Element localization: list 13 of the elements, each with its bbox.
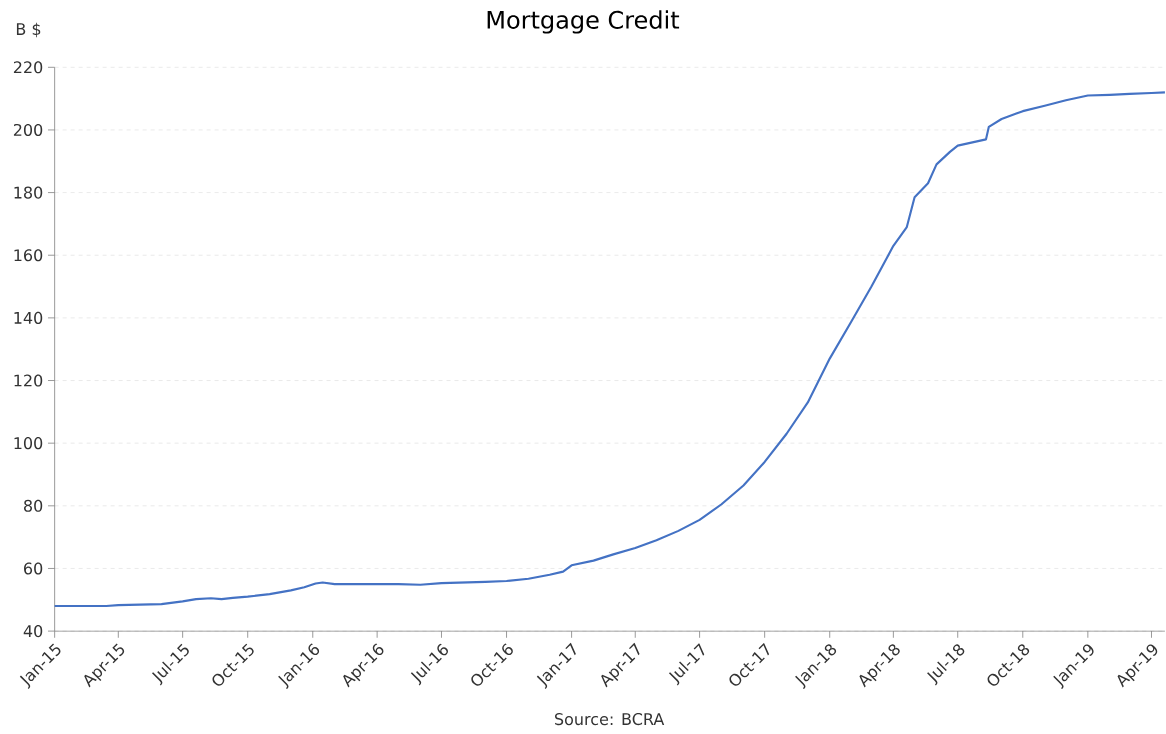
y-tick-label: 220 <box>13 61 43 74</box>
y-tick-label: 80 <box>24 499 43 512</box>
y-axis-title: B $ <box>16 22 41 38</box>
y-tick-label: 200 <box>13 124 43 137</box>
chart-title: Mortgage Credit <box>487 10 680 34</box>
y-tick-label: 120 <box>14 374 43 387</box>
y-tick-label: 100 <box>14 437 43 450</box>
y-tick-label: 140 <box>14 311 43 325</box>
y-tick-label: 40 <box>23 625 43 638</box>
source-note: Source: BCRA <box>554 713 665 726</box>
y-tick-label: 160 <box>14 249 43 262</box>
y-tick-label: 60 <box>24 562 43 575</box>
y-tick-label: 180 <box>14 186 43 199</box>
